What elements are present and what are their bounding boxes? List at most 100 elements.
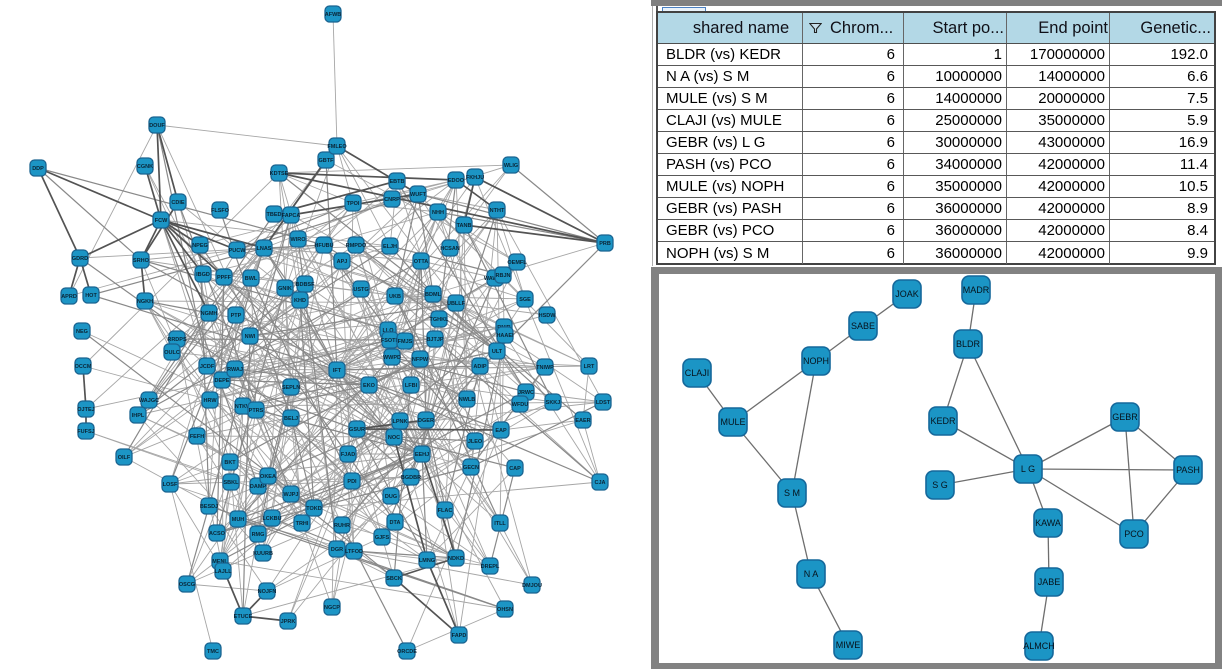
svg-text:KHD: KHD [294, 298, 306, 304]
svg-text:SEPLN: SEPLN [282, 385, 300, 391]
svg-text:BKT: BKT [224, 460, 236, 466]
svg-text:NOC: NOC [388, 435, 400, 441]
svg-text:JABE: JABE [1038, 577, 1061, 587]
svg-text:LTFOD: LTFOD [345, 549, 363, 555]
svg-text:DOUF: DOUF [149, 123, 165, 129]
svg-text:IHPL: IHPL [132, 413, 145, 419]
svg-text:WWPD: WWPD [383, 355, 401, 361]
svg-text:GJFS: GJFS [375, 535, 390, 541]
svg-text:KUURB: KUURB [253, 551, 273, 557]
svg-text:SKKJ: SKKJ [546, 400, 561, 406]
svg-text:ORCDE: ORCDE [397, 649, 417, 655]
svg-text:LMNG: LMNG [419, 558, 435, 564]
svg-text:FLAC: FLAC [438, 508, 453, 514]
svg-text:EEHJ: EEHJ [415, 452, 429, 458]
svg-text:TBED: TBED [267, 212, 282, 218]
svg-text:MUH: MUH [232, 517, 245, 523]
svg-text:LLO: LLO [383, 328, 395, 334]
svg-text:SABE: SABE [851, 321, 875, 331]
svg-text:EAER: EAER [575, 418, 590, 424]
svg-text:DUG: DUG [385, 494, 397, 500]
svg-text:GECN: GECN [463, 465, 479, 471]
svg-text:EBTB: EBTB [390, 179, 405, 185]
svg-text:CNRP: CNRP [384, 197, 400, 203]
svg-text:FLSFO: FLSFO [211, 208, 230, 214]
svg-text:LNAS: LNAS [257, 246, 272, 252]
svg-text:FCW: FCW [155, 218, 168, 224]
svg-text:NWI: NWI [245, 334, 256, 340]
svg-text:GSUR: GSUR [349, 427, 365, 433]
svg-text:KDTSE: KDTSE [270, 171, 289, 177]
svg-text:OULC: OULC [164, 350, 180, 356]
svg-text:WAJGC: WAJGC [139, 398, 159, 404]
svg-text:ACSO: ACSO [209, 531, 226, 537]
svg-text:JRWC: JRWC [518, 390, 534, 396]
svg-text:DGER: DGER [418, 418, 434, 424]
svg-text:WLIG: WLIG [504, 163, 518, 169]
svg-text:BDBSF: BDBSF [296, 282, 316, 288]
svg-text:NPEG: NPEG [192, 243, 208, 249]
svg-text:MENL: MENL [212, 559, 228, 565]
svg-text:CAP: CAP [509, 466, 521, 472]
svg-text:CLAJI: CLAJI [685, 368, 710, 378]
svg-text:GNIK: GNIK [278, 286, 292, 292]
svg-text:NGKH: NGKH [137, 299, 153, 305]
svg-text:DEPE: DEPE [215, 378, 230, 384]
svg-text:NHH: NHH [432, 210, 444, 216]
svg-text:HSDW: HSDW [539, 313, 557, 319]
svg-text:RMG: RMG [252, 532, 265, 538]
svg-text:ADIP: ADIP [473, 364, 486, 370]
svg-text:PCO: PCO [1124, 529, 1144, 539]
svg-text:CDIE: CDIE [171, 200, 184, 206]
svg-text:LPNK: LPNK [393, 419, 408, 425]
svg-text:UBLLF: UBLLF [447, 301, 466, 307]
svg-text:FAPD: FAPD [452, 633, 467, 639]
svg-text:JPRK: JPRK [281, 619, 296, 625]
svg-text:S M: S M [784, 488, 800, 498]
svg-text:FJAD: FJAD [341, 452, 355, 458]
svg-text:FKHJU: FKHJU [466, 175, 484, 181]
svg-text:JCDF: JCDF [200, 364, 215, 370]
svg-text:BWL: BWL [245, 276, 258, 282]
svg-text:GBTF: GBTF [319, 158, 335, 164]
svg-text:DDP: DDP [32, 166, 44, 172]
svg-text:BDML: BDML [425, 292, 442, 298]
svg-text:FEFH: FEFH [190, 434, 204, 440]
svg-text:DGR: DGR [331, 547, 343, 553]
svg-text:S G: S G [932, 480, 948, 490]
svg-text:RUHR: RUHR [334, 523, 350, 529]
svg-text:IBGD: IBGD [196, 272, 210, 278]
svg-text:NTKW: NTKW [235, 404, 252, 410]
svg-text:RMPDO: RMPDO [346, 243, 367, 249]
svg-text:NEG: NEG [76, 329, 88, 335]
svg-text:GEBR: GEBR [1112, 412, 1138, 422]
svg-text:ELJH: ELJH [383, 244, 397, 250]
svg-text:DREPL: DREPL [481, 564, 500, 570]
svg-text:PRB: PRB [599, 241, 611, 247]
svg-text:OSCG: OSCG [179, 582, 195, 588]
svg-text:OHSN: OHSN [497, 607, 513, 613]
svg-text:MULE: MULE [720, 417, 745, 427]
svg-text:ULT: ULT [492, 349, 503, 355]
svg-text:OCCM: OCCM [75, 364, 92, 370]
svg-text:SRHO: SRHO [133, 258, 150, 264]
svg-text:UKB: UKB [389, 294, 401, 300]
svg-text:NGMH: NGMH [201, 311, 218, 317]
svg-text:N A: N A [804, 569, 819, 579]
svg-text:LFBI: LFBI [405, 383, 418, 389]
svg-text:NOPH: NOPH [803, 356, 829, 366]
svg-text:EKO: EKO [363, 383, 376, 389]
svg-text:OJTEJ: OJTEJ [77, 407, 94, 413]
svg-text:LRT: LRT [584, 364, 595, 370]
svg-text:OTTA: OTTA [414, 259, 429, 265]
svg-text:TMC: TMC [207, 649, 219, 655]
svg-text:IFT: IFT [333, 368, 342, 374]
svg-text:OEMFL: OEMFL [507, 260, 527, 266]
svg-text:MIWE: MIWE [836, 640, 861, 650]
svg-text:FMJS: FMJS [398, 339, 413, 345]
svg-text:FUFSJ: FUFSJ [77, 429, 94, 435]
svg-text:SBCK: SBCK [386, 576, 402, 582]
svg-text:CJA: CJA [594, 480, 605, 486]
svg-text:BLDR: BLDR [956, 339, 981, 349]
svg-text:NTHT: NTHT [490, 208, 505, 214]
